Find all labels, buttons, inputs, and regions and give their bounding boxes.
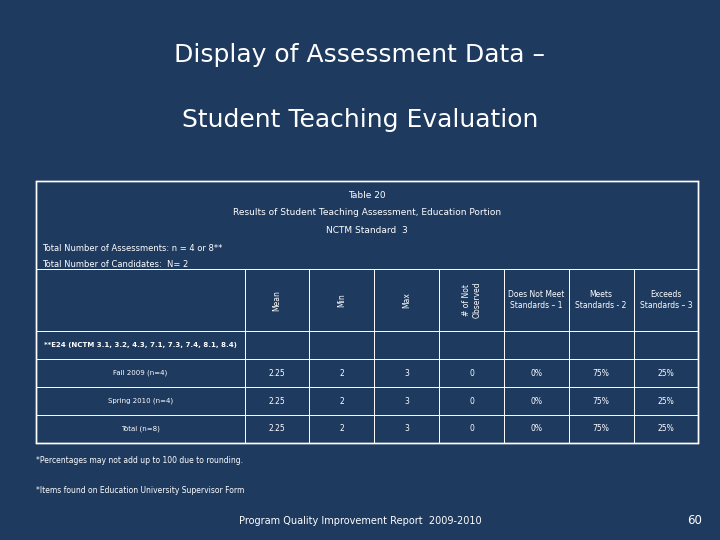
Text: 0%: 0%: [531, 396, 542, 406]
Text: Spring 2010 (n=4): Spring 2010 (n=4): [108, 398, 173, 404]
FancyBboxPatch shape: [36, 181, 698, 443]
Text: *Percentages may not add up to 100 due to rounding.: *Percentages may not add up to 100 due t…: [36, 456, 243, 465]
Text: 25%: 25%: [657, 369, 675, 378]
Text: 2: 2: [340, 369, 344, 378]
Text: *Items found on Education University Supervisor Form: *Items found on Education University Sup…: [36, 486, 244, 495]
Text: Does Not Meet
Standards – 1: Does Not Meet Standards – 1: [508, 291, 564, 310]
Text: 0%: 0%: [531, 424, 542, 434]
Text: Fall 2009 (n=4): Fall 2009 (n=4): [113, 370, 168, 376]
Text: 75%: 75%: [593, 424, 610, 434]
Text: Total Number of Assessments: n = 4 or 8**: Total Number of Assessments: n = 4 or 8*…: [42, 244, 222, 253]
Text: 2.25: 2.25: [269, 369, 285, 378]
Text: Exceeds
Standards – 3: Exceeds Standards – 3: [639, 291, 693, 310]
Text: Max: Max: [402, 292, 411, 308]
Text: Mean: Mean: [273, 289, 282, 310]
Text: Results of Student Teaching Assessment, Education Portion: Results of Student Teaching Assessment, …: [233, 208, 501, 218]
Text: 2.25: 2.25: [269, 424, 285, 434]
Text: 3: 3: [404, 396, 409, 406]
Text: 25%: 25%: [657, 396, 675, 406]
Text: Meets
Standards - 2: Meets Standards - 2: [575, 291, 627, 310]
Text: 75%: 75%: [593, 396, 610, 406]
Text: Program Quality Improvement Report  2009-2010: Program Quality Improvement Report 2009-…: [239, 516, 481, 526]
Text: 0%: 0%: [531, 369, 542, 378]
Text: **E24 (NCTM 3.1, 3.2, 4.3, 7.1, 7.3, 7.4, 8.1, 8.4): **E24 (NCTM 3.1, 3.2, 4.3, 7.1, 7.3, 7.4…: [44, 342, 237, 348]
Text: 25%: 25%: [657, 424, 675, 434]
Text: Total (n=8): Total (n=8): [121, 426, 160, 432]
Text: 0: 0: [469, 396, 474, 406]
Text: 60: 60: [687, 514, 702, 526]
Text: Min: Min: [338, 293, 346, 307]
Text: Display of Assessment Data –: Display of Assessment Data –: [174, 43, 546, 67]
Text: Table 20: Table 20: [348, 191, 386, 200]
Text: Student Teaching Evaluation: Student Teaching Evaluation: [182, 108, 538, 132]
Text: 0: 0: [469, 369, 474, 378]
Text: Total Number of Candidates:  N= 2: Total Number of Candidates: N= 2: [42, 260, 188, 269]
Text: NCTM Standard  3: NCTM Standard 3: [326, 226, 408, 235]
Text: 0: 0: [469, 424, 474, 434]
Text: 2.25: 2.25: [269, 396, 285, 406]
Text: 3: 3: [404, 369, 409, 378]
Text: # of Not
Observed: # of Not Observed: [462, 282, 481, 319]
Text: 3: 3: [404, 424, 409, 434]
Text: 2: 2: [340, 396, 344, 406]
Text: 2: 2: [340, 424, 344, 434]
Text: 75%: 75%: [593, 369, 610, 378]
